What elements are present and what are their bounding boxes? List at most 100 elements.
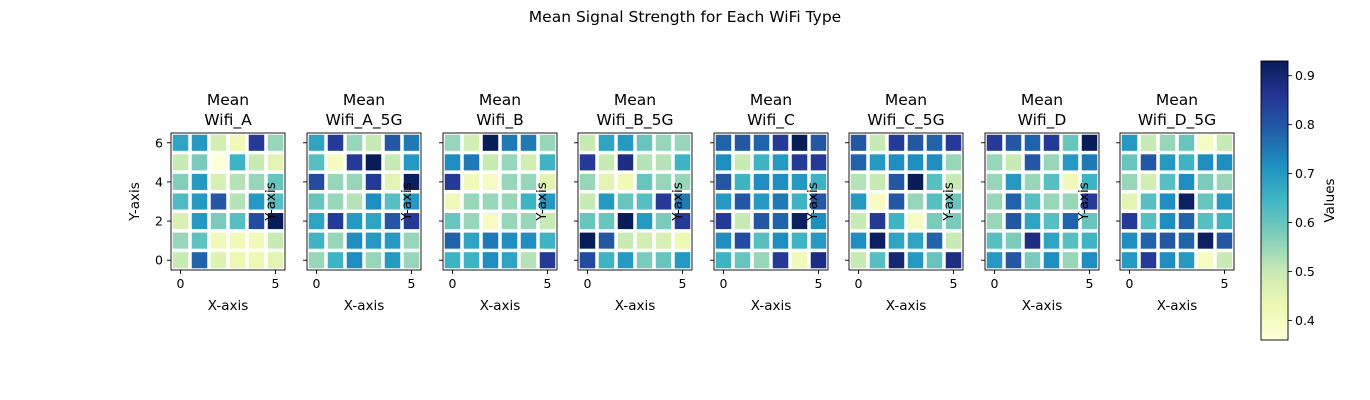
heatmap-cell [1197, 252, 1214, 269]
heatmap-cell [267, 154, 284, 171]
heatmap-cell [926, 193, 943, 210]
heatmap-cell [715, 252, 732, 269]
heatmap-cell [229, 213, 246, 230]
heatmap-cell [655, 252, 672, 269]
heatmap-cell [579, 193, 596, 210]
heatmap-cell [501, 213, 518, 230]
heatmap-cell [539, 193, 556, 210]
heatmap-cell [403, 193, 420, 210]
heatmap-cell [791, 213, 808, 230]
heatmap-cell [1121, 193, 1138, 210]
x-tick-label: 0 [584, 276, 592, 291]
heatmap-cell [1005, 173, 1022, 190]
x-axis-label: X-axis [1157, 298, 1198, 314]
heatmap-cell [655, 154, 672, 171]
heatmap-cell [1121, 213, 1138, 230]
heatmap-cell [229, 232, 246, 249]
heatmap-cell [1178, 232, 1195, 249]
heatmap-cell [1159, 134, 1176, 151]
heatmap-cell [365, 193, 382, 210]
heatmap-cell [444, 193, 461, 210]
figure-suptitle: Mean Signal Strength for Each WiFi Type [529, 8, 841, 26]
heatmap-cell [1178, 193, 1195, 210]
heatmap-cell [772, 213, 789, 230]
heatmap-cell [1159, 213, 1176, 230]
heatmap-cell [986, 213, 1003, 230]
heatmap-cell [791, 173, 808, 190]
panel-title: Mean Wifi_A [204, 91, 252, 130]
heatmap-cell [191, 173, 208, 190]
heatmap-cell [1081, 252, 1098, 269]
heatmap-cell [753, 252, 770, 269]
heatmap-cell [791, 154, 808, 171]
heatmap-cell [617, 213, 634, 230]
heatmap-cell [986, 134, 1003, 151]
heatmap-cell [655, 134, 672, 151]
y-axis-label: Y-axis [805, 182, 821, 222]
heatmap-cell [810, 193, 827, 210]
heatmap-cell [1062, 173, 1079, 190]
heatmap-cell [384, 154, 401, 171]
axes-frame [713, 132, 829, 271]
heatmap-cell [1178, 252, 1195, 269]
heatmap-cell [346, 193, 363, 210]
x-tick-label: 5 [815, 276, 823, 291]
heatmap-cell [926, 173, 943, 190]
heatmap-cell [945, 154, 962, 171]
heatmap-cell [1159, 193, 1176, 210]
heatmap-cell [539, 154, 556, 171]
heatmap-cell [1140, 154, 1157, 171]
heatmap-cell [384, 232, 401, 249]
heatmap-cell [248, 252, 265, 269]
x-tick-label: 5 [679, 276, 687, 291]
heatmap-cell [346, 213, 363, 230]
x-tick-label: 5 [1221, 276, 1229, 291]
heatmap-cell [1024, 193, 1041, 210]
heatmap-cell [210, 232, 227, 249]
heatmap-cell [210, 134, 227, 151]
x-axis-label: X-axis [886, 298, 927, 314]
heatmap-cell [945, 173, 962, 190]
heatmap-cell [945, 232, 962, 249]
panel-title: Mean Wifi_C_5G [867, 91, 944, 130]
colorbar-tick-label: 0.7 [1295, 166, 1315, 181]
heatmap-cell [308, 154, 325, 171]
colorbar-tick-label: 0.9 [1295, 68, 1315, 83]
heatmap-cell [579, 173, 596, 190]
heatmap-cell [636, 252, 653, 269]
heatmap-cell [1081, 213, 1098, 230]
heatmap-cell [482, 252, 499, 269]
x-axis-label: X-axis [480, 298, 521, 314]
y-axis-label: Y-axis [399, 182, 415, 222]
heatmap-cell [539, 213, 556, 230]
heatmap-cell [172, 173, 189, 190]
heatmap-cell [598, 173, 615, 190]
heatmap-cell [850, 154, 867, 171]
axes-frame [306, 132, 422, 271]
axes-frame [1119, 132, 1235, 271]
heatmap-cell [1062, 134, 1079, 151]
heatmap-cell [734, 134, 751, 151]
heatmap-cell [734, 213, 751, 230]
heatmap-cell [346, 134, 363, 151]
heatmap-cell [810, 134, 827, 151]
heatmap-cell [327, 154, 344, 171]
heatmap-cell [1043, 193, 1060, 210]
heatmap-cell [346, 154, 363, 171]
heatmap-cell [403, 252, 420, 269]
heatmap-cell [888, 154, 905, 171]
heatmap-cell [1024, 213, 1041, 230]
heatmap-cell [869, 213, 886, 230]
x-axis-label: X-axis [208, 298, 249, 314]
y-tick-label: 4 [155, 174, 163, 189]
heatmap-cell [267, 193, 284, 210]
heatmap-cell [403, 154, 420, 171]
heatmap-cell [365, 252, 382, 269]
heatmap-cell [384, 173, 401, 190]
heatmap-cell [1081, 173, 1098, 190]
heatmap-cell [191, 252, 208, 269]
heatmap-cell [346, 232, 363, 249]
x-tick-label: 5 [272, 276, 280, 291]
heatmap-cell [907, 134, 924, 151]
heatmap-cell [520, 252, 537, 269]
